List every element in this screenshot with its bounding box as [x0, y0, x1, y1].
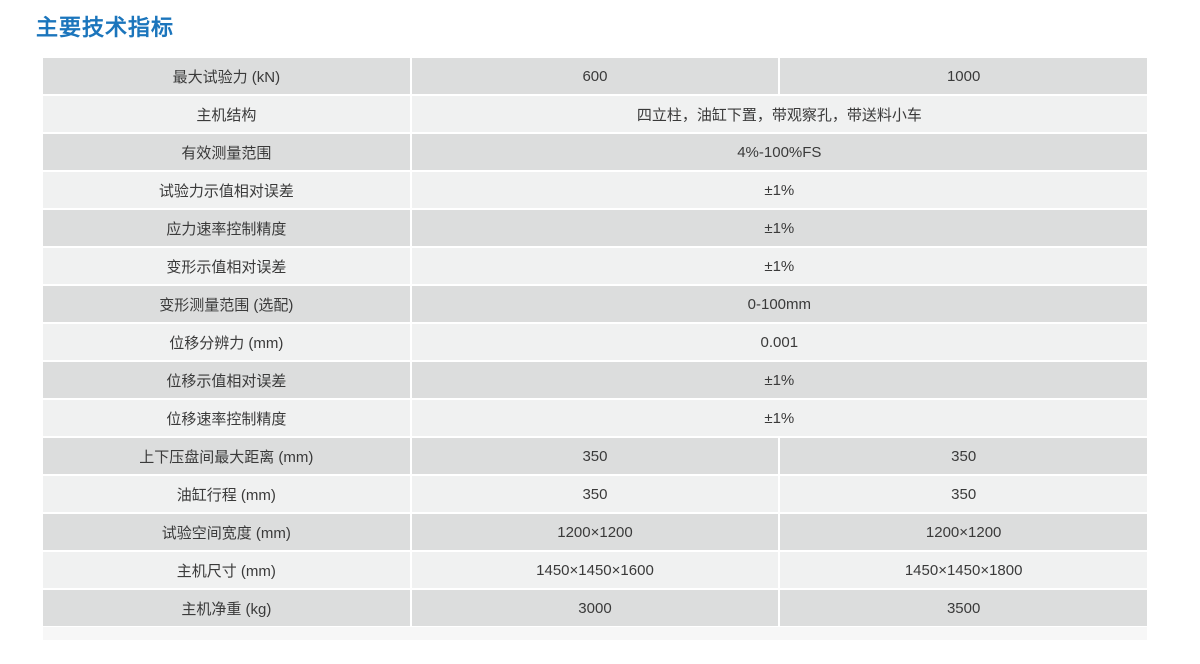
- table-row: 主机尺寸 (mm) 1450×1450×1600 1450×1450×1800: [43, 552, 1147, 588]
- table-bottom-strip: [43, 627, 1147, 640]
- spec-value-merged: ±1%: [411, 400, 1147, 436]
- spec-label: 位移速率控制精度: [43, 400, 410, 436]
- spec-value-merged: ±1%: [411, 362, 1147, 398]
- spec-label: 变形测量范围 (选配): [43, 286, 410, 322]
- spec-label: 最大试验力 (kN): [43, 58, 410, 94]
- spec-value-col1: 600: [411, 58, 779, 94]
- spec-value-col1: 3000: [411, 590, 779, 626]
- spec-label: 主机结构: [43, 96, 410, 132]
- spec-value-col1: 1200×1200: [411, 514, 779, 550]
- table-row: 试验空间宽度 (mm) 1200×1200 1200×1200: [43, 514, 1147, 550]
- spec-label: 变形示值相对误差: [43, 248, 410, 284]
- spec-value-col2: 1450×1450×1800: [780, 552, 1147, 588]
- table-row: 有效测量范围 4%-100%FS: [43, 134, 1147, 170]
- spec-value-col2: 1000: [780, 58, 1147, 94]
- table-row: 变形测量范围 (选配) 0-100mm: [43, 286, 1147, 322]
- table-row: 位移分辨力 (mm) 0.001: [43, 324, 1147, 360]
- spec-value-col2: 350: [780, 438, 1147, 474]
- table-row: 试验力示值相对误差 ±1%: [43, 172, 1147, 208]
- table-row: 主机净重 (kg) 3000 3500: [43, 590, 1147, 626]
- table-row: 位移示值相对误差 ±1%: [43, 362, 1147, 398]
- page-title: 主要技术指标: [36, 15, 175, 40]
- spec-label: 油缸行程 (mm): [43, 476, 410, 512]
- spec-value-col1: 350: [411, 438, 779, 474]
- table-row: 油缸行程 (mm) 350 350: [43, 476, 1147, 512]
- spec-value-merged: 0-100mm: [411, 286, 1147, 322]
- spec-value-col1: 350: [411, 476, 779, 512]
- spec-value-merged: 0.001: [411, 324, 1147, 360]
- table-row: 位移速率控制精度 ±1%: [43, 400, 1147, 436]
- table-row: 最大试验力 (kN) 600 1000: [43, 58, 1147, 94]
- spec-table-body: 最大试验力 (kN) 600 1000 主机结构 四立柱，油缸下置，带观察孔，带送料小车…: [43, 58, 1147, 626]
- table-row: 应力速率控制精度 ±1%: [43, 210, 1147, 246]
- spec-label: 应力速率控制精度: [43, 210, 410, 246]
- spec-label: 位移分辨力 (mm): [43, 324, 410, 360]
- spec-value-col2: 350: [780, 476, 1147, 512]
- spec-value-merged: ±1%: [411, 248, 1147, 284]
- spec-label: 上下压盘间最大距离 (mm): [43, 438, 410, 474]
- spec-value-col1: 1450×1450×1600: [411, 552, 779, 588]
- spec-label: 主机尺寸 (mm): [43, 552, 410, 588]
- spec-label: 位移示值相对误差: [43, 362, 410, 398]
- table-row: 变形示值相对误差 ±1%: [43, 248, 1147, 284]
- table-row: 主机结构 四立柱，油缸下置，带观察孔，带送料小车: [43, 96, 1147, 132]
- table-row: 上下压盘间最大距离 (mm) 350 350: [43, 438, 1147, 474]
- spec-value-merged: 4%-100%FS: [411, 134, 1147, 170]
- spec-label: 试验力示值相对误差: [43, 172, 410, 208]
- spec-table: 最大试验力 (kN) 600 1000 主机结构 四立柱，油缸下置，带观察孔，带送料小车…: [41, 56, 1149, 628]
- spec-label: 有效测量范围: [43, 134, 410, 170]
- spec-value-col2: 1200×1200: [780, 514, 1147, 550]
- spec-label: 主机净重 (kg): [43, 590, 410, 626]
- spec-value-merged: ±1%: [411, 210, 1147, 246]
- spec-value-merged: 四立柱，油缸下置，带观察孔，带送料小车: [411, 96, 1147, 132]
- spec-value-merged: ±1%: [411, 172, 1147, 208]
- spec-label: 试验空间宽度 (mm): [43, 514, 410, 550]
- spec-value-col2: 3500: [780, 590, 1147, 626]
- spec-table-grid: 最大试验力 (kN) 600 1000 主机结构 四立柱，油缸下置，带观察孔，带送料小车…: [41, 56, 1149, 628]
